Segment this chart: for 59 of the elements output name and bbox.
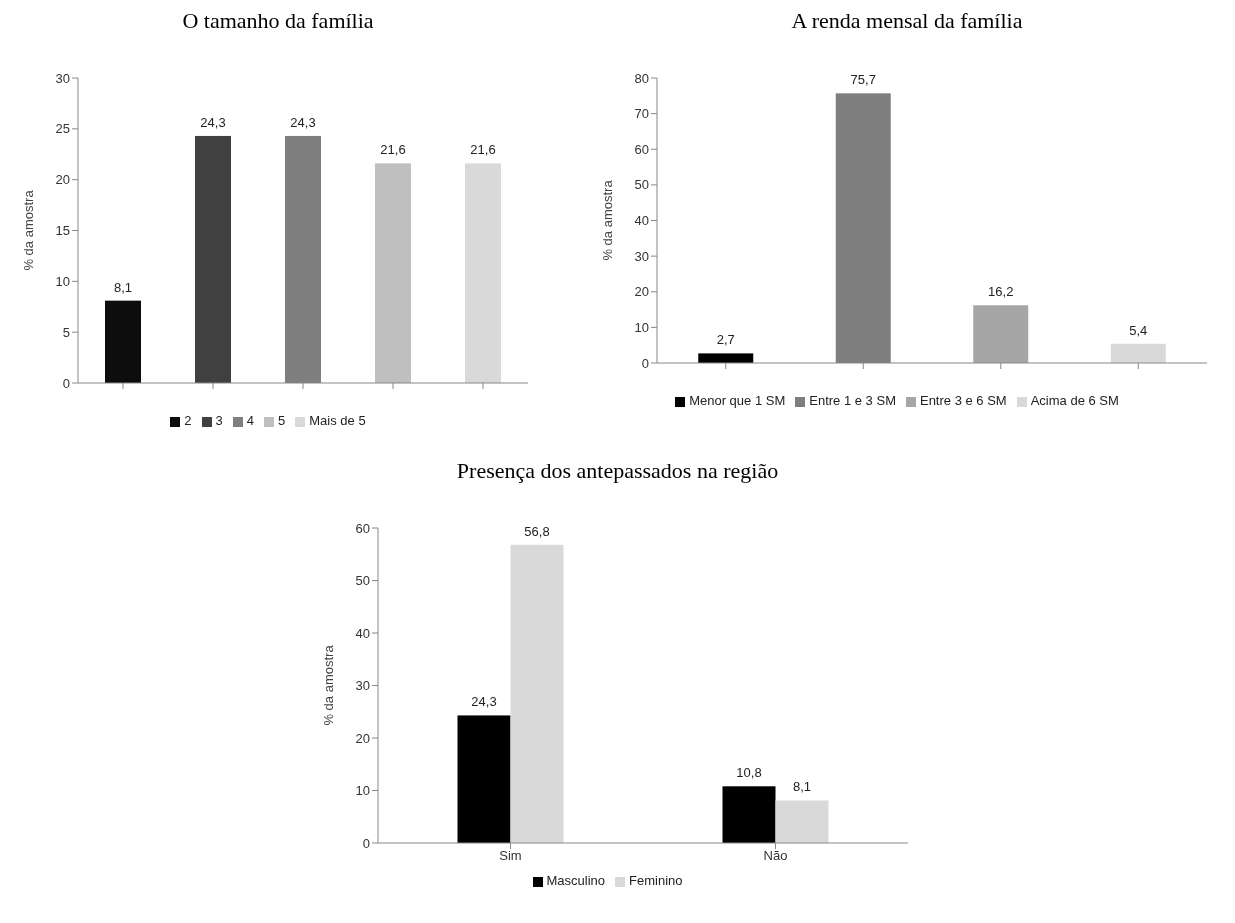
y-tick-label: 20 xyxy=(355,730,370,746)
data-label: 2,7 xyxy=(716,332,735,348)
data-label: 5,4 xyxy=(1129,322,1148,338)
y-tick-label: 10 xyxy=(55,273,70,289)
y-tick-label: 0 xyxy=(641,355,649,371)
data-label: 21,6 xyxy=(380,142,406,158)
bar xyxy=(510,544,563,843)
data-label: 16,2 xyxy=(988,284,1014,300)
y-tick-label: 0 xyxy=(362,835,370,851)
y-tick-label: 10 xyxy=(634,319,649,335)
x-tick-label: Não xyxy=(763,848,787,864)
y-tick-label: 60 xyxy=(634,141,649,157)
bar xyxy=(722,786,775,843)
data-label: 56,8 xyxy=(523,523,550,539)
y-tick-label: 30 xyxy=(55,70,70,86)
legend-label: 4 xyxy=(246,413,255,428)
chart-title: Presença dos antepassados na região xyxy=(455,458,780,485)
y-tick-label: 30 xyxy=(634,248,649,264)
y-tick-label: 40 xyxy=(634,213,649,229)
y-tick-label: 50 xyxy=(355,573,370,589)
bar xyxy=(775,800,828,843)
bar xyxy=(457,715,510,843)
y-tick-label: 20 xyxy=(634,284,649,300)
data-label: 8,1 xyxy=(792,779,811,795)
data-label: 75,7 xyxy=(850,72,876,88)
legend-label: Acima de 6 SM xyxy=(1030,393,1119,408)
data-label: 10,8 xyxy=(735,765,762,781)
y-tick-label: 25 xyxy=(55,121,70,137)
y-tick-label: 10 xyxy=(355,783,370,799)
data-label: 8,1 xyxy=(113,279,133,295)
legend-label: Menor que 1 SM xyxy=(689,393,786,408)
y-axis-title: % da amostra xyxy=(599,179,615,261)
y-tick-label: 80 xyxy=(634,70,649,86)
legend-label: Mais de 5 xyxy=(309,413,366,428)
data-label: 24,3 xyxy=(290,114,316,130)
data-label: 24,3 xyxy=(200,114,226,130)
legend-label: Feminino xyxy=(629,873,683,888)
y-tick-label: 20 xyxy=(55,172,70,188)
y-tick-label: 40 xyxy=(355,625,370,641)
x-tick-label: Sim xyxy=(498,848,522,864)
y-tick-label: 0 xyxy=(62,375,70,391)
y-axis-title: % da amostra xyxy=(20,189,36,271)
data-label: 24,3 xyxy=(470,694,497,710)
chart-title: A renda mensal da família xyxy=(790,8,1024,35)
y-tick-label: 70 xyxy=(634,106,649,122)
legend-label: 5 xyxy=(278,413,286,428)
y-axis-title: % da amostra xyxy=(320,644,336,726)
legend-label: Entre 1 e 3 SM xyxy=(809,393,896,408)
y-tick-label: 50 xyxy=(634,177,649,193)
legend-label: 3 xyxy=(215,413,223,428)
legend-label: 2 xyxy=(184,413,192,428)
y-tick-label: 5 xyxy=(62,324,70,340)
y-tick-label: 30 xyxy=(355,678,370,694)
legend-label: Masculino xyxy=(546,873,606,888)
data-label: 21,6 xyxy=(470,142,496,158)
legend-label: Entre 3 e 6 SM xyxy=(919,393,1007,408)
y-tick-label: 60 xyxy=(355,520,370,536)
y-tick-label: 15 xyxy=(55,223,70,239)
chart-title: O tamanho da família xyxy=(181,8,375,35)
